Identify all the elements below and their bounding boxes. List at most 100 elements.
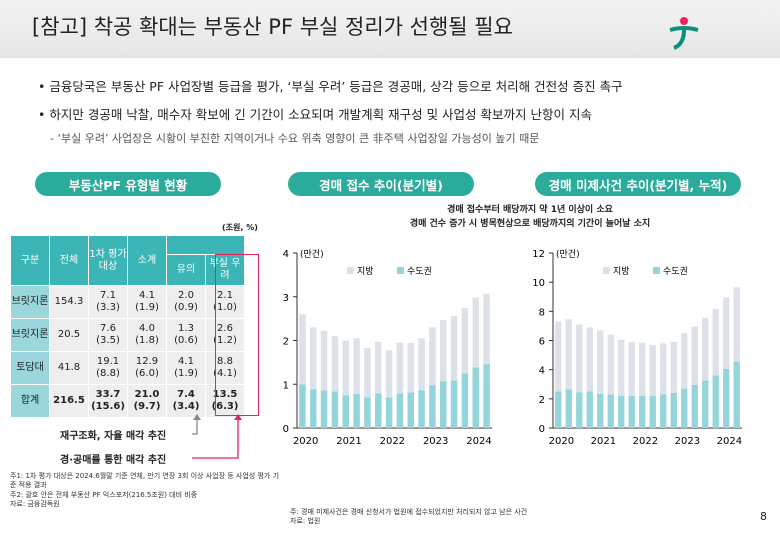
- bar-수도권: [429, 385, 436, 428]
- y-tick-label: 2: [539, 395, 545, 406]
- legend-label: 지방: [613, 266, 630, 277]
- x-tick-label: 2021: [591, 436, 616, 447]
- row-label: 브릿지론: [10, 318, 50, 352]
- row-label: 합계: [10, 384, 50, 418]
- bar-지방: [607, 334, 614, 395]
- table-cell: 216.5: [49, 384, 89, 418]
- x-tick-label: 2023: [423, 436, 448, 447]
- table-cell: 4.1 (1.9): [166, 351, 206, 385]
- bar-지방: [660, 343, 667, 395]
- legend-swatch: [603, 267, 610, 274]
- legend-label: 수도권: [663, 265, 688, 277]
- legend-label: 수도권: [407, 265, 432, 277]
- legend-swatch: [397, 267, 404, 274]
- bar-지방: [597, 330, 604, 394]
- bar-수도권: [483, 364, 490, 428]
- bar-지방: [670, 341, 677, 393]
- bar-수도권: [639, 395, 646, 428]
- th-2: 1차 평가 대상: [88, 235, 128, 286]
- footnote: 자료: 법원: [290, 517, 321, 526]
- chart1-title-pill: 경매 접수 추이(분기별): [288, 172, 474, 196]
- table-cell: 20.5: [49, 318, 89, 352]
- table-title-pill: 부동산PF 유형별 현황: [35, 172, 221, 196]
- table-cell: 41.8: [49, 351, 89, 385]
- bar-수도권: [723, 368, 730, 428]
- x-tick-label: 2024: [717, 436, 742, 447]
- chart2-title-pill: 경매 미제사건 추이(분기별, 누적): [535, 172, 741, 196]
- bar-지방: [472, 297, 479, 368]
- bar-수도권: [733, 361, 740, 428]
- table-cell: 7.1 (3.3): [88, 285, 128, 319]
- annotation-line-2: 경매 건수 증가 시 병목현상으로 배당까지의 기간이 늘어날 소지: [409, 218, 651, 229]
- y-tick-label: 0: [539, 424, 545, 435]
- legend-swatch: [347, 267, 354, 274]
- unit-label: (만건): [556, 249, 580, 260]
- bar-수도권: [320, 390, 328, 428]
- bullet-1: • 금융당국은 부동산 PF 사업장별 등급을 평가, ‘부실 우려’ 등급은 …: [38, 79, 623, 94]
- y-tick-label: 3: [283, 293, 289, 304]
- table-row: 토담대 41.8 19.1 (8.8) 12.9 (6.0) 4.1 (1.9) 8.8 …: [10, 351, 245, 385]
- table-cell: 2.0 (0.9): [166, 285, 206, 319]
- bar-지방: [691, 326, 698, 385]
- legend-swatch: [653, 267, 660, 274]
- bar-수도권: [618, 395, 625, 428]
- pf-table: 구분 전체 1차 평가 대상 소계 유의 부실 우려 브릿지론 154.3 7.1 (3.3…: [10, 235, 245, 418]
- bar-수도권: [440, 381, 447, 428]
- footnote: 자료: 금융감독원: [10, 500, 60, 509]
- bar-수도권: [310, 389, 317, 428]
- bar-지방: [618, 339, 625, 396]
- table-cell: 19.1 (8.8): [88, 351, 128, 385]
- table-cell: 7.6 (3.5): [88, 318, 128, 352]
- y-tick-label: 4: [283, 249, 289, 260]
- y-tick-label: 2: [283, 337, 289, 348]
- th-5: 부실 우려: [205, 254, 245, 286]
- bar-지방: [429, 327, 436, 386]
- th-3: 소계: [127, 235, 167, 286]
- bar-지방: [385, 350, 393, 398]
- table-cell: 4.0 (1.8): [127, 318, 167, 352]
- bar-지방: [628, 341, 635, 396]
- x-tick-label: 2022: [633, 436, 658, 447]
- annotation-gray: 재구조화, 자율 매각 추진: [60, 431, 167, 442]
- footnotes-right: 주: 경매 미제사건은 경매 신청서가 법원에 접수되었지만 처리되지 않고 남…: [290, 508, 740, 527]
- y-tick-label: 8: [539, 307, 545, 318]
- bar-지방: [712, 309, 719, 376]
- bar-수도권: [712, 375, 719, 428]
- table-cell: 2.1 (1.0): [205, 285, 245, 319]
- bar-수도권: [385, 397, 393, 428]
- bullet-2-text: 하지만 경공매 낙찰, 매수자 확보에 긴 기간이 소요되며 개발계획 재구성 …: [49, 107, 592, 122]
- bar-수도권: [331, 391, 339, 428]
- bar-지방: [702, 317, 709, 381]
- chart-annotation: 경매 접수부터 배당까지 약 1년 이상이 소요 경매 건수 증가 시 병목현상으…: [370, 204, 690, 231]
- bar-수도권: [597, 393, 604, 428]
- logo-icon: [669, 17, 699, 50]
- bar-지방: [450, 316, 458, 381]
- x-tick-label: 2024: [466, 436, 491, 447]
- bar-지방: [733, 287, 740, 362]
- sub-bullet: - ‘부실 우려’ 사업장은 시황이 부진한 지역이거나 수요 위축 영향이 큰…: [50, 132, 540, 145]
- page-number: 8: [760, 510, 767, 523]
- bar-수도권: [353, 393, 360, 428]
- footnote: 주1: 1차 평가 대상은 2024.6월말 기준 연체, 만기 연장 3회 이…: [10, 472, 280, 490]
- table-cell: 21.0 (9.7): [127, 384, 167, 418]
- bar-지방: [320, 330, 328, 391]
- x-tick-label: 2020: [549, 436, 574, 447]
- bar-수도권: [660, 394, 667, 428]
- th-1: 전체: [49, 235, 89, 286]
- table-cell: 154.3: [49, 285, 89, 319]
- table-cell: 2.6 (1.2): [205, 318, 245, 352]
- th-4: 유의: [166, 254, 206, 286]
- bar-지방: [407, 343, 414, 393]
- row-label: 브릿지론: [10, 285, 50, 319]
- bullet-2: • 하지만 경공매 낙찰, 매수자 확보에 긴 기간이 소요되며 개발계획 재구…: [38, 107, 592, 122]
- table-cell: 8.8 (4.1): [205, 351, 245, 385]
- unit-label: (만건): [300, 249, 324, 260]
- bar-수도권: [461, 373, 469, 428]
- table-cell: 13.5 (6.3): [205, 384, 245, 418]
- table-unit: (조원, %): [222, 223, 258, 232]
- bar-수도권: [702, 380, 709, 428]
- bar-수도권: [670, 393, 677, 428]
- bar-수도권: [364, 397, 371, 428]
- bar-수도권: [342, 395, 349, 428]
- bar-수도권: [586, 391, 593, 428]
